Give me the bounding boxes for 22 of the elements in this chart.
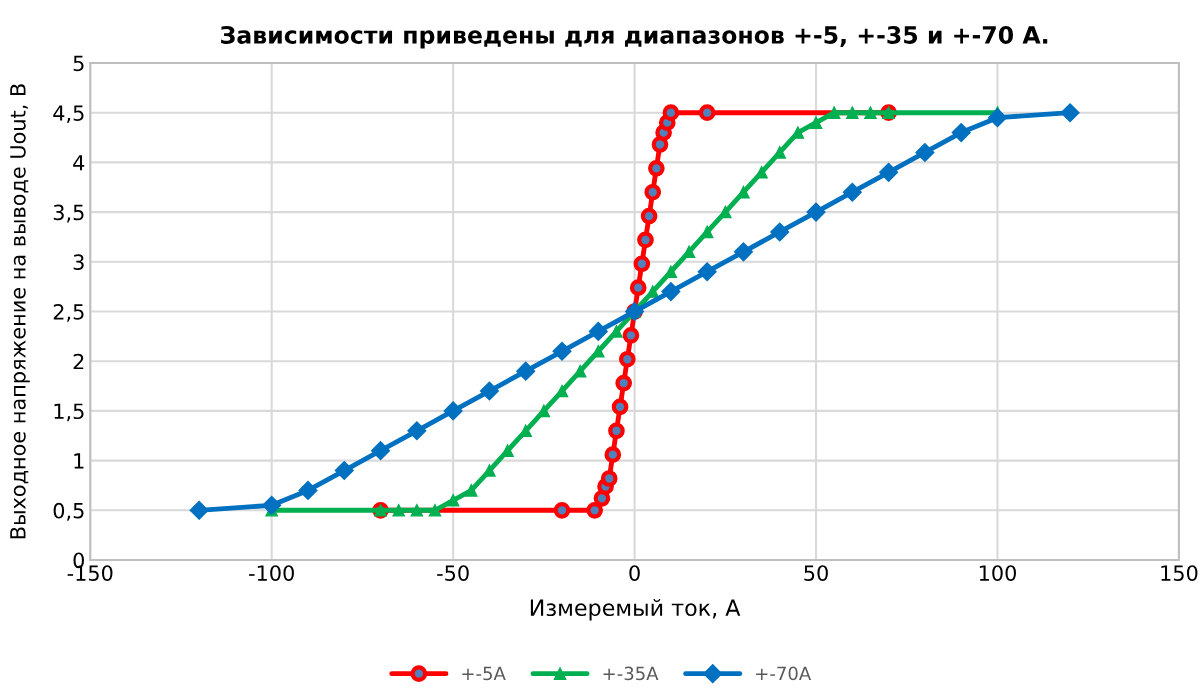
y-tick-label: 3	[73, 254, 84, 271]
y-axis-title: Выходное напряжение на выводе Uout, В	[10, 84, 30, 539]
legend-label: +-5A	[462, 666, 506, 681]
x-tick-label: -100	[249, 565, 294, 581]
chart-title: Зависимости приведены для диапазонов +-5, +-35 и +-70 А.	[221, 26, 1048, 49]
y-tick-label: 4,5	[53, 105, 84, 124]
legend-label: +-35A	[603, 666, 659, 681]
y-tick-label: 5	[73, 55, 84, 72]
y-tick-label: 1	[74, 453, 84, 469]
legend-label: +-70A	[756, 666, 812, 681]
x-tick-label: 50	[804, 565, 828, 581]
y-tick-label: 1,5	[54, 403, 84, 422]
x-tick-label: 0	[629, 565, 640, 581]
y-tick-label: 4	[73, 155, 85, 171]
y-tick-label: 0,5	[53, 502, 84, 521]
x-tick-label: 150	[1161, 565, 1198, 581]
y-tick-label: 2,5	[53, 303, 84, 322]
y-tick-label: 2	[73, 353, 84, 370]
y-tick-label: 3,5	[53, 204, 84, 223]
x-tick-label: -50	[437, 565, 469, 581]
x-tick-label: 100	[979, 565, 1016, 581]
x-axis-title: Измеремый ток, А	[530, 599, 741, 621]
